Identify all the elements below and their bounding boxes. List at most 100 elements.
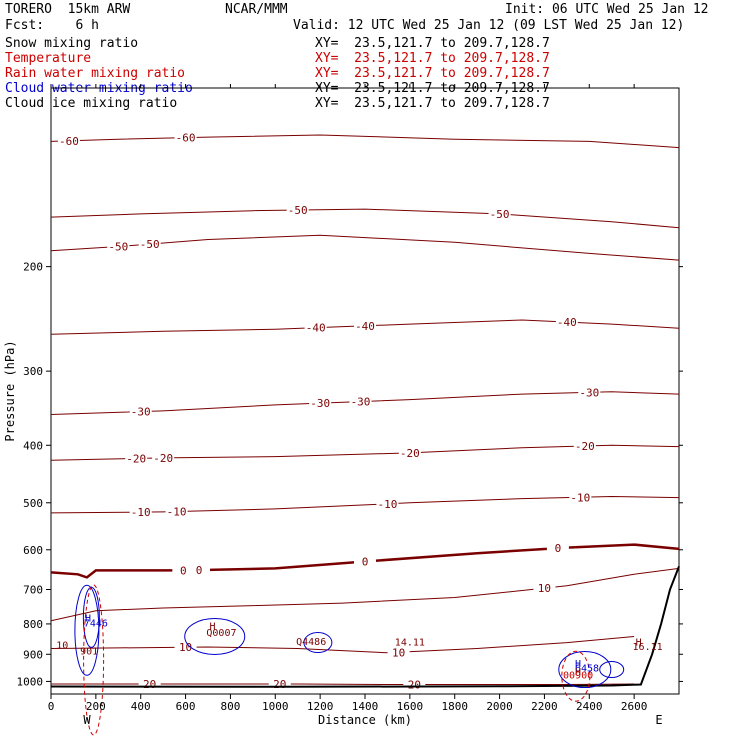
contour-label-bg (555, 316, 578, 329)
contour-label: -60 (176, 132, 196, 145)
temperature-contour (50, 319, 680, 335)
cloud-water-contour (74, 584, 100, 676)
west-label: W (83, 713, 91, 727)
contour-label: 0 (180, 564, 187, 577)
x-tick-label: 1600 (397, 700, 424, 713)
field-xy-cloud-ice: XY= 23.5,121.7 to 209.7,128.7 (315, 96, 550, 111)
temperature-contour (50, 543, 680, 579)
contour-label-bg (138, 238, 161, 251)
x-tick-label: 2200 (531, 700, 558, 713)
contour-label-bg (129, 405, 152, 418)
plot-annotation: 16.11 (633, 642, 663, 653)
plot-annotation: Q0007 (206, 628, 236, 639)
contour-label-bg (354, 319, 376, 332)
contour-label-bg (354, 555, 376, 568)
contour-label-bg (174, 641, 197, 654)
contour-label-bg (569, 491, 592, 504)
y-tick-label: 300 (23, 365, 43, 378)
x-tick-label: 600 (176, 700, 196, 713)
plot-annotation: 14.11 (395, 638, 425, 649)
plot-annotation: 6458 (575, 663, 599, 674)
contour-label: -50 (490, 208, 510, 221)
contour-label: -50 (108, 241, 128, 254)
x-tick-label: 2400 (576, 700, 603, 713)
contour-label: -40 (557, 316, 577, 329)
y-tick-label: 200 (23, 261, 43, 274)
field-label-rain: Rain water mixing ratio (5, 66, 186, 81)
temperature-contour (50, 391, 680, 415)
contour-label: 20 (408, 679, 421, 692)
contour-label: -60 (59, 135, 79, 148)
cloud-water-contour (303, 632, 333, 654)
contour-label: -20 (575, 440, 595, 453)
contour-label-bg (125, 452, 148, 465)
x-tick-label: 1800 (441, 700, 468, 713)
temperature-contour (51, 683, 635, 685)
contour-label-bg (533, 582, 556, 595)
y-tick-label: 800 (23, 618, 43, 631)
x-tick-label: 800 (220, 700, 240, 713)
field-label-snow: Snow mixing ratio (5, 36, 139, 51)
contour-label: 10 (538, 582, 551, 595)
y-tick-label: 900 (23, 648, 43, 661)
contour-label: 10 (179, 641, 192, 654)
x-tick-label: 1200 (307, 700, 334, 713)
contour-label-bg (387, 646, 410, 659)
x-axis-label: Distance (km) (318, 713, 412, 727)
contour-label: -30 (131, 406, 151, 419)
contour-label: -40 (306, 322, 326, 335)
contour-label-bg (174, 131, 197, 144)
field-xy-temperature: XY= 23.5,121.7 to 209.7,128.7 (315, 51, 550, 66)
x-tick-label: 2600 (621, 700, 648, 713)
contour-label-bg (309, 397, 332, 410)
contour-label-bg (165, 505, 188, 518)
cloud-water-contour (184, 617, 246, 655)
field-xy-rain: XY= 23.5,121.7 to 209.7,128.7 (315, 66, 550, 81)
plot-annotation: Q4486 (296, 637, 326, 648)
plot-annotation: H (85, 614, 91, 625)
contour-label-bg (578, 386, 601, 399)
contour-label: 0 (196, 564, 203, 577)
contour-label: 20 (273, 678, 286, 691)
center-label: NCAR/MMM (225, 2, 288, 17)
contour-label: -20 (126, 452, 146, 465)
temperature-contour (50, 567, 680, 622)
contour-label-bg (546, 542, 569, 555)
contour-label-bg (107, 240, 130, 253)
contour-label: -20 (153, 452, 173, 465)
y-tick-label: 400 (23, 439, 43, 452)
contour-label: -30 (310, 397, 330, 410)
temperature-contour (50, 495, 680, 514)
valid-time: Valid: 12 UTC Wed 25 Jan 12 (09 LST Wed … (293, 18, 685, 33)
field-label-cloud-ice: Cloud ice mixing ratio (5, 96, 178, 111)
contour-label: -40 (355, 320, 375, 333)
contour-label: -10 (167, 506, 187, 519)
contour-label: -30 (579, 386, 599, 399)
x-tick-label: 1000 (262, 700, 289, 713)
terrain-line (50, 566, 680, 688)
plot-annotation: H (575, 659, 581, 670)
contour-label-bg (304, 321, 327, 334)
y-tick-label: 600 (23, 544, 43, 557)
x-tick-label: 200 (86, 700, 106, 713)
contour-label-bg (398, 446, 421, 459)
model-title: TORERO 15km ARW (5, 2, 131, 17)
plot-annotation: H (575, 667, 581, 678)
contour-label-bg (349, 395, 372, 408)
x-tick-label: 1400 (352, 700, 379, 713)
plot-annotation: H (636, 638, 642, 649)
east-label: E (655, 713, 662, 727)
contour-label: -50 (288, 204, 308, 217)
rain-contour (561, 650, 591, 702)
contour-label-bg (488, 207, 511, 220)
contour-label-bg (129, 506, 152, 519)
init-time: Init: 06 UTC Wed 25 Jan 12 (505, 2, 709, 17)
plot-annotation: 10 (56, 640, 68, 651)
plot-annotation: 901 (80, 646, 98, 657)
contour-label: -10 (131, 506, 151, 519)
contour-label: -30 (351, 396, 371, 409)
cloud-water-contour (599, 661, 625, 679)
plot-annotation: H (209, 622, 215, 633)
field-xy-snow: XY= 23.5,121.7 to 209.7,128.7 (315, 36, 550, 51)
